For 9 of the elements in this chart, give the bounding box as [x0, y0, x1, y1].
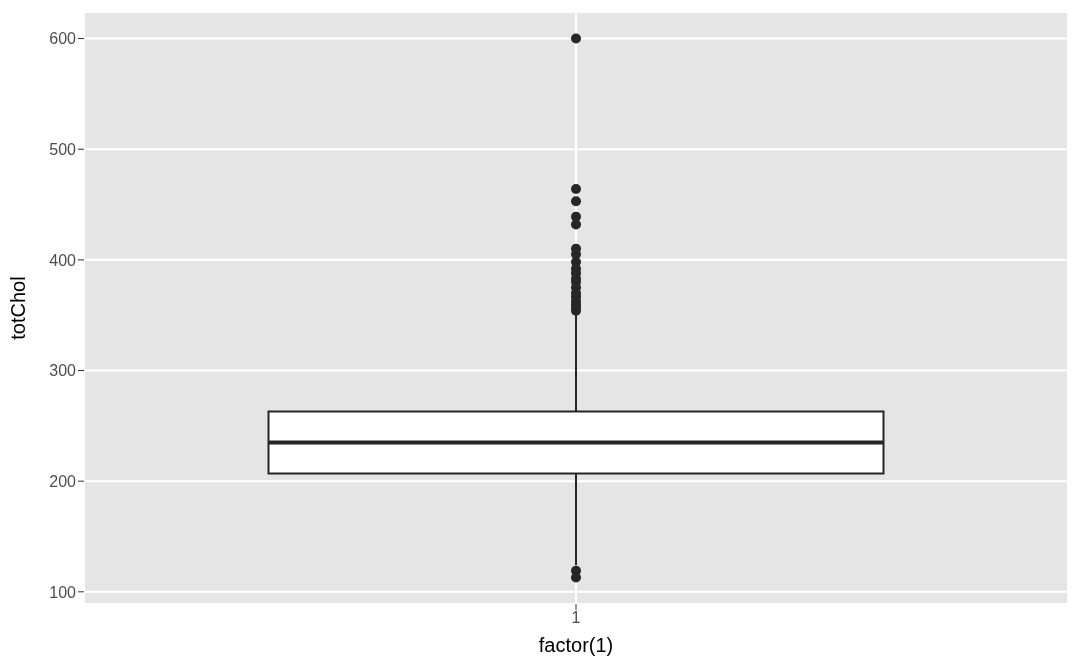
y-tick-label: 100	[49, 583, 77, 601]
y-tick-label: 400	[49, 251, 77, 269]
y-tick-label: 200	[49, 472, 77, 490]
y-tick-label: 500	[49, 140, 77, 158]
x-tick-label: 1	[571, 609, 581, 627]
y-axis-title: totChol	[7, 276, 30, 340]
x-axis-title: factor(1)	[538, 634, 614, 656]
y-tick-label: 600	[49, 30, 77, 48]
y-tick-label: 300	[49, 362, 77, 380]
